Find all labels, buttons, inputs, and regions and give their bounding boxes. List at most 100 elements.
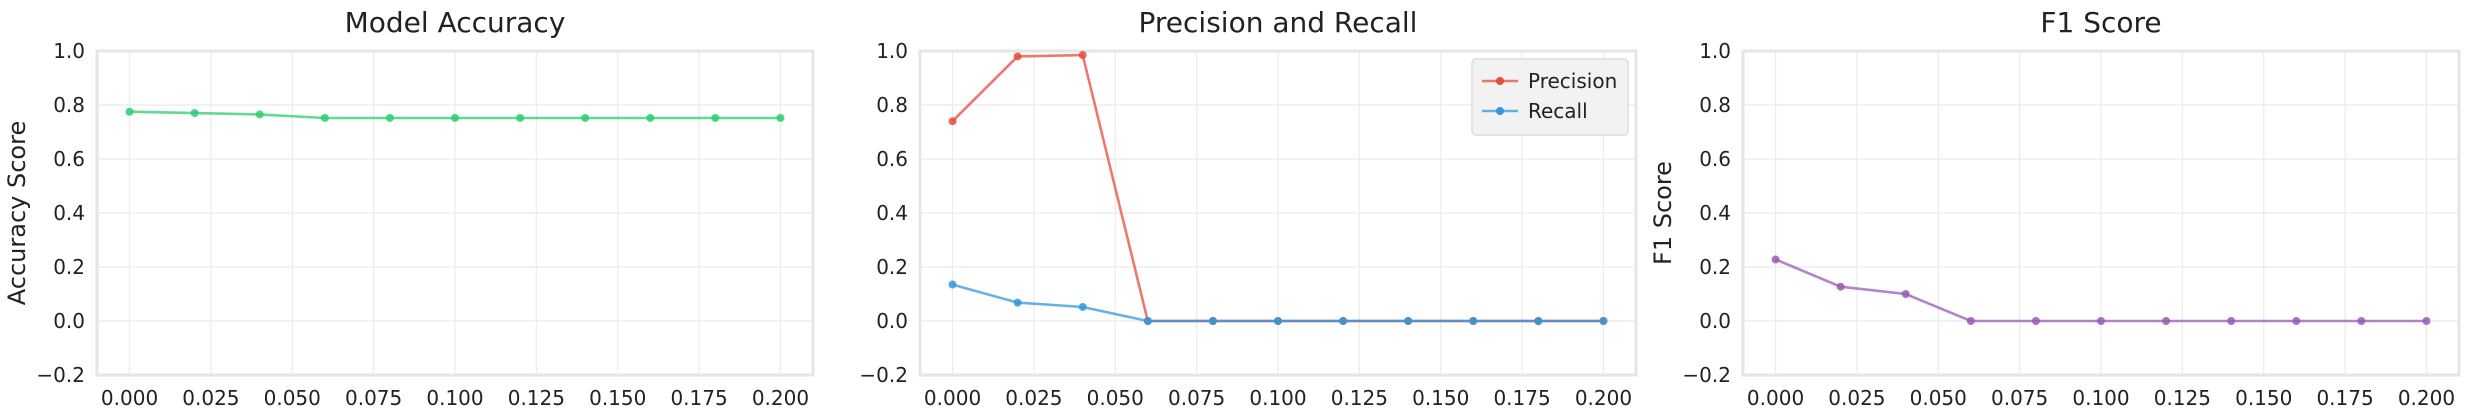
x-tick-label: 0.125 [1331, 386, 1388, 409]
legend-box [1471, 58, 1629, 136]
x-tick-label: 0.175 [670, 386, 727, 409]
y-tick-label: 0.2 [53, 255, 85, 279]
data-point [125, 107, 134, 116]
data-point [190, 109, 199, 118]
x-tick-label: 0.150 [589, 386, 646, 409]
y-axis-label: F1 Score [1649, 161, 1677, 265]
y-tick-label: 1.0 [876, 39, 908, 63]
x-tick-label: 0.100 [1249, 386, 1306, 409]
data-point [2162, 317, 2171, 325]
data-point [1143, 317, 1152, 325]
legend: Precision Recall [1471, 58, 1629, 136]
y-tick-label: 0.4 [876, 201, 908, 225]
x-tick-label: 0.200 [1575, 386, 1632, 409]
data-point [776, 113, 785, 122]
plot-frame [1741, 49, 2461, 377]
data-point [1274, 317, 1282, 325]
data-point [1013, 298, 1022, 307]
data-point [1836, 282, 1845, 291]
legend-label: Recall [1528, 99, 1588, 123]
x-tick-label: 0.150 [2235, 386, 2292, 409]
data-point [385, 113, 394, 122]
data-point [1078, 302, 1087, 311]
y-tick-label: 0.0 [876, 309, 908, 333]
plot-frame [95, 49, 815, 377]
y-tick-label: −0.2 [859, 363, 908, 387]
x-tick-label: 0.175 [1493, 386, 1550, 409]
data-point [2227, 317, 2236, 325]
chart-title: Model Accuracy [345, 6, 566, 39]
data-point [1599, 317, 1608, 325]
data-point [1469, 317, 1478, 325]
y-tick-label: 0.0 [1699, 309, 1731, 333]
data-point [711, 113, 720, 122]
y-tick-label: 0.8 [1699, 93, 1731, 117]
x-tick-label: 0.075 [1168, 386, 1225, 409]
x-tick-label: 0.200 [752, 386, 809, 409]
plot-frame [918, 49, 1638, 377]
y-tick-label: 0.6 [53, 147, 85, 171]
x-tick-label: 0.000 [1747, 386, 1804, 409]
y-tick-label: 0.4 [53, 201, 85, 225]
data-point [1078, 51, 1087, 60]
y-axis-label: Accuracy Score [3, 121, 31, 305]
x-tick-label: 0.000 [924, 386, 981, 409]
data-point [2292, 317, 2301, 325]
x-tick-label: 0.100 [2072, 386, 2129, 409]
legend-marker [1496, 77, 1504, 85]
y-tick-label: 0.0 [53, 309, 85, 333]
y-tick-label: 0.8 [876, 93, 908, 117]
data-point [2357, 317, 2366, 325]
y-tick-label: −0.2 [1682, 363, 1731, 387]
x-tick-label: 0.050 [1910, 386, 1967, 409]
data-point [451, 113, 459, 122]
x-tick-label: 0.175 [2316, 386, 2373, 409]
data-point [1534, 317, 1543, 325]
y-tick-label: 0.8 [53, 93, 85, 117]
y-tick-label: −0.2 [36, 363, 85, 387]
x-tick-label: 0.075 [345, 386, 402, 409]
y-tick-label: 0.2 [876, 255, 908, 279]
data-point [320, 113, 329, 122]
data-point [948, 280, 957, 289]
data-point [948, 117, 957, 126]
data-point [1404, 317, 1413, 325]
x-tick-label: 0.000 [101, 386, 158, 409]
data-point [1966, 317, 1975, 325]
y-tick-label: 0.4 [1699, 201, 1731, 225]
y-tick-label: 0.6 [876, 147, 908, 171]
data-point [646, 113, 655, 122]
x-tick-label: 0.100 [426, 386, 483, 409]
x-tick-label: 0.200 [2398, 386, 2455, 409]
legend-marker [1496, 107, 1504, 115]
y-tick-label: 0.2 [1699, 255, 1731, 279]
y-tick-label: 0.6 [1699, 147, 1731, 171]
x-tick-label: 0.050 [264, 386, 321, 409]
data-point [1208, 317, 1217, 325]
x-tick-label: 0.125 [2154, 386, 2211, 409]
x-tick-label: 0.025 [182, 386, 239, 409]
x-tick-label: 0.125 [508, 386, 565, 409]
x-tick-label: 0.025 [1005, 386, 1062, 409]
chart-1: 0.000 0.025 0.050 0.075 0.100 0.125 0.150 0.175… [3, 6, 815, 410]
data-point [255, 110, 264, 119]
chart-title: F1 Score [2040, 6, 2161, 39]
x-tick-label: 0.025 [1828, 386, 1885, 409]
y-tick-label: 1.0 [1699, 39, 1731, 63]
data-point [2031, 317, 2040, 325]
chart-title: Precision and Recall [1139, 6, 1418, 39]
chart-2: 0.000 0.025 0.050 0.075 0.100 0.125 0.150 0.175… [859, 6, 1638, 410]
data-point [581, 113, 590, 122]
chart-3: 0.000 0.025 0.050 0.075 0.100 0.125 0.150 0.175… [1649, 6, 2461, 410]
legend-label: Precision [1528, 69, 1617, 93]
x-tick-label: 0.150 [1412, 386, 1469, 409]
data-point [2097, 317, 2105, 325]
data-point [1339, 317, 1348, 325]
data-point [1901, 290, 1910, 298]
x-tick-label: 0.050 [1087, 386, 1144, 409]
x-tick-label: 0.075 [1991, 386, 2048, 409]
data-point [516, 113, 525, 122]
data-point [1013, 52, 1022, 61]
